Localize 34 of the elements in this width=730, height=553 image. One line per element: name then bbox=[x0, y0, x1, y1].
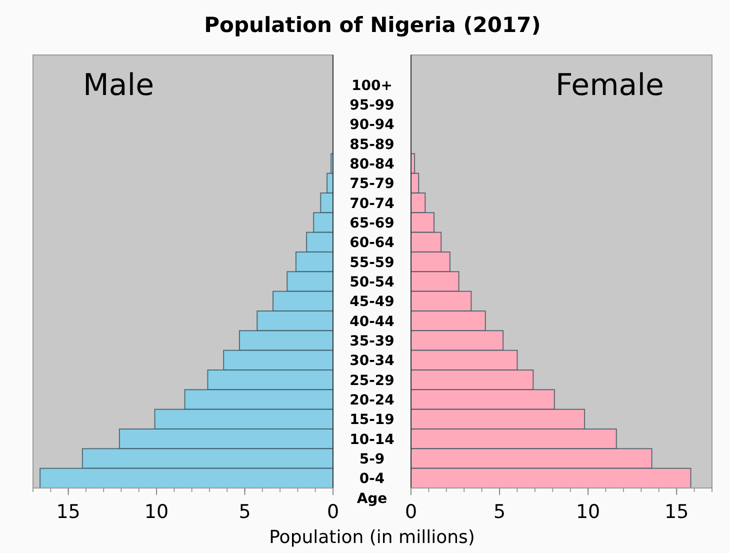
x-axis-title: Population (in millions) bbox=[269, 527, 475, 548]
y-tick-label: 35-39 bbox=[350, 334, 394, 350]
y-tick-label: 90-94 bbox=[350, 117, 395, 134]
text: Male bbox=[83, 68, 154, 103]
x-tick-label: 15 bbox=[56, 501, 80, 523]
x-tick-label: 5 bbox=[493, 501, 506, 523]
y-tick-label: 100+ bbox=[352, 78, 392, 94]
x-tick-label: 10 bbox=[144, 501, 169, 523]
y-tick-label: 40-44 bbox=[350, 314, 395, 330]
x-tick-label: 0 bbox=[404, 501, 418, 523]
y-tick-label: 5-9 bbox=[359, 452, 385, 468]
x-tick-label: 15 bbox=[664, 501, 689, 523]
y-tick-label: 25-29 bbox=[350, 372, 394, 389]
y-tick-label: 10-14 bbox=[350, 432, 395, 448]
y-axis-title: Age bbox=[356, 491, 388, 507]
y-tick-label: 45-49 bbox=[350, 294, 394, 310]
y-tick-label: 55-59 bbox=[350, 254, 394, 271]
y-tick-label: 95-99 bbox=[350, 98, 394, 114]
y-tick-label: 30-34 bbox=[350, 353, 395, 370]
x-tick-label: 5 bbox=[238, 501, 251, 523]
y-tick-label: 70-74 bbox=[350, 196, 395, 212]
y-tick-label: 15-19 bbox=[350, 412, 394, 428]
chart-title: Population of Nigeria (2017) bbox=[204, 13, 541, 37]
y-tick-label: 20-24 bbox=[350, 392, 395, 408]
y-tick-label: 75-79 bbox=[350, 176, 394, 192]
text: Female bbox=[556, 68, 664, 103]
x-tick-label: 10 bbox=[576, 501, 600, 523]
y-tick-label: 50-54 bbox=[350, 274, 395, 290]
y-tick-label: 0-4 bbox=[359, 471, 385, 488]
y-tick-label: 80-84 bbox=[350, 156, 395, 172]
y-tick-label: 65-69 bbox=[350, 216, 394, 232]
y-tick-label: 60-64 bbox=[350, 235, 395, 252]
x-tick-label: 0 bbox=[326, 501, 340, 523]
y-tick-label: 85-89 bbox=[350, 136, 394, 153]
